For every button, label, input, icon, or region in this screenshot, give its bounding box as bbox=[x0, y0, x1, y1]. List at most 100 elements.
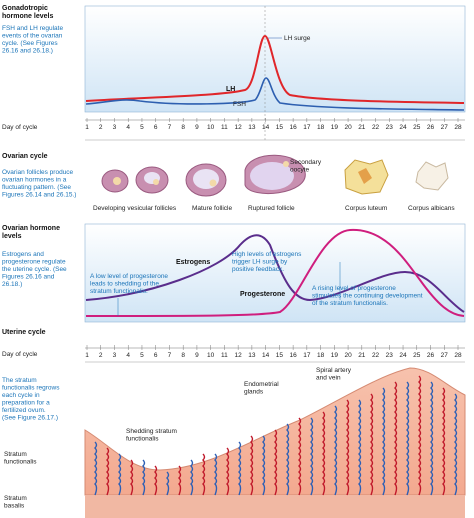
vessel bbox=[226, 447, 230, 496]
panel-title: hormone levels bbox=[2, 13, 53, 20]
fsh-curve bbox=[85, 77, 465, 111]
panel-note: cycle. (See Figures bbox=[2, 40, 58, 47]
day-label: 28 bbox=[454, 124, 462, 131]
day-label: 7 bbox=[168, 124, 172, 131]
vessel bbox=[94, 441, 98, 496]
panel-note: preparation for a bbox=[2, 400, 50, 407]
day-label: 15 bbox=[276, 352, 284, 359]
day-label: 11 bbox=[221, 352, 228, 359]
label: Progesterone bbox=[240, 291, 285, 298]
panel-title: Gonadotropic bbox=[2, 5, 48, 12]
day-label: 14 bbox=[262, 124, 270, 131]
day-label: 1 bbox=[85, 352, 89, 359]
label: functionalis bbox=[4, 459, 37, 466]
panel-note: the uterine cycle. (See bbox=[2, 266, 67, 273]
label: Developing vesicular follicles bbox=[93, 205, 177, 212]
day-label: 5 bbox=[140, 124, 144, 131]
label: Spiral artery bbox=[316, 367, 352, 374]
day-label: 5 bbox=[140, 352, 144, 359]
day-label: 10 bbox=[207, 352, 215, 359]
vessel bbox=[130, 459, 134, 496]
annotation: stimulates the continuing development bbox=[312, 293, 423, 300]
day-label: 8 bbox=[181, 352, 185, 359]
panel-note: Figures 26.14 and 26.15.) bbox=[2, 192, 76, 199]
day-label: 20 bbox=[344, 352, 352, 359]
annotation: positive feedback. bbox=[232, 266, 284, 273]
estrogen-curve bbox=[85, 234, 465, 313]
day-label: 6 bbox=[154, 352, 158, 359]
day-label: 25 bbox=[413, 352, 421, 359]
day-label: 23 bbox=[386, 352, 394, 359]
panel-note: 26.18.) bbox=[2, 281, 22, 288]
day-label: 25 bbox=[413, 124, 421, 131]
label: LH surge bbox=[284, 35, 311, 42]
vessel bbox=[142, 459, 146, 496]
panel-note: fertilized ovum. bbox=[2, 407, 46, 414]
vessel bbox=[154, 465, 158, 496]
day-label: 16 bbox=[289, 124, 297, 131]
day-label: 11 bbox=[221, 124, 228, 131]
vessel bbox=[370, 393, 374, 496]
day-label: 27 bbox=[441, 124, 449, 131]
day-label: 28 bbox=[454, 352, 462, 359]
annotation: of the stratum functionalis. bbox=[312, 300, 388, 307]
day-label: 19 bbox=[331, 124, 339, 131]
vessel bbox=[250, 435, 254, 496]
day-label: 12 bbox=[235, 352, 243, 359]
day-label: 22 bbox=[372, 124, 380, 131]
vessels bbox=[94, 375, 458, 496]
day-label: 8 bbox=[181, 124, 185, 131]
day-label: 12 bbox=[235, 124, 243, 131]
vessel bbox=[430, 381, 434, 496]
day-label: 18 bbox=[317, 124, 325, 131]
label: Endometrial bbox=[244, 381, 279, 388]
day-label: 26 bbox=[427, 352, 435, 359]
day-label: 7 bbox=[168, 352, 172, 359]
day-label: 21 bbox=[358, 124, 366, 131]
day-label: 19 bbox=[331, 352, 339, 359]
label: glands bbox=[244, 389, 264, 396]
label: Mature follicle bbox=[192, 205, 232, 212]
label: functionalis bbox=[126, 436, 159, 443]
vessel bbox=[274, 429, 278, 496]
day-label: 2 bbox=[99, 124, 103, 131]
vessel bbox=[202, 453, 206, 496]
panel-note: FSH and LH regulate bbox=[2, 25, 63, 32]
day-label: 6 bbox=[154, 124, 158, 131]
vessel bbox=[166, 471, 170, 496]
day-label: 2 bbox=[99, 352, 103, 359]
label: basalis bbox=[4, 503, 25, 510]
day-label: 14 bbox=[262, 352, 270, 359]
annotation: A rising level of progesterone bbox=[312, 285, 396, 292]
panel-note: The stratum bbox=[2, 377, 37, 384]
day-label: 13 bbox=[248, 124, 256, 131]
vessel bbox=[418, 375, 422, 496]
day-label: 22 bbox=[372, 352, 380, 359]
label: Estrogens bbox=[176, 259, 210, 266]
panel-note: functionalis regrows bbox=[2, 385, 60, 392]
lh-curve bbox=[85, 34, 465, 104]
annotation: stratum functionalis. bbox=[90, 288, 148, 295]
panel-note: Estrogens and bbox=[2, 251, 44, 258]
vessel bbox=[454, 393, 458, 496]
label: Corpus albicans bbox=[408, 205, 455, 212]
progesterone-curve bbox=[85, 228, 465, 317]
vessel bbox=[358, 399, 362, 496]
panel-title: Ovarian hormone bbox=[2, 225, 60, 232]
label: Ruptured follicle bbox=[248, 205, 295, 212]
label: FSH bbox=[233, 101, 246, 108]
vessel bbox=[322, 411, 326, 496]
day-label: 15 bbox=[276, 124, 284, 131]
vessel bbox=[262, 435, 266, 496]
day-label: 4 bbox=[126, 352, 130, 359]
annotation: trigger LH surge by bbox=[232, 259, 288, 266]
day-label: 26 bbox=[427, 124, 435, 131]
follicles bbox=[101, 154, 449, 197]
panel-title: Uterine cycle bbox=[2, 329, 46, 336]
day-label: 3 bbox=[113, 124, 117, 131]
day-label: 21 bbox=[358, 352, 366, 359]
day-label: 20 bbox=[344, 124, 352, 131]
day-label: 9 bbox=[195, 352, 199, 359]
annotation: A low level of progesterone bbox=[90, 273, 168, 280]
